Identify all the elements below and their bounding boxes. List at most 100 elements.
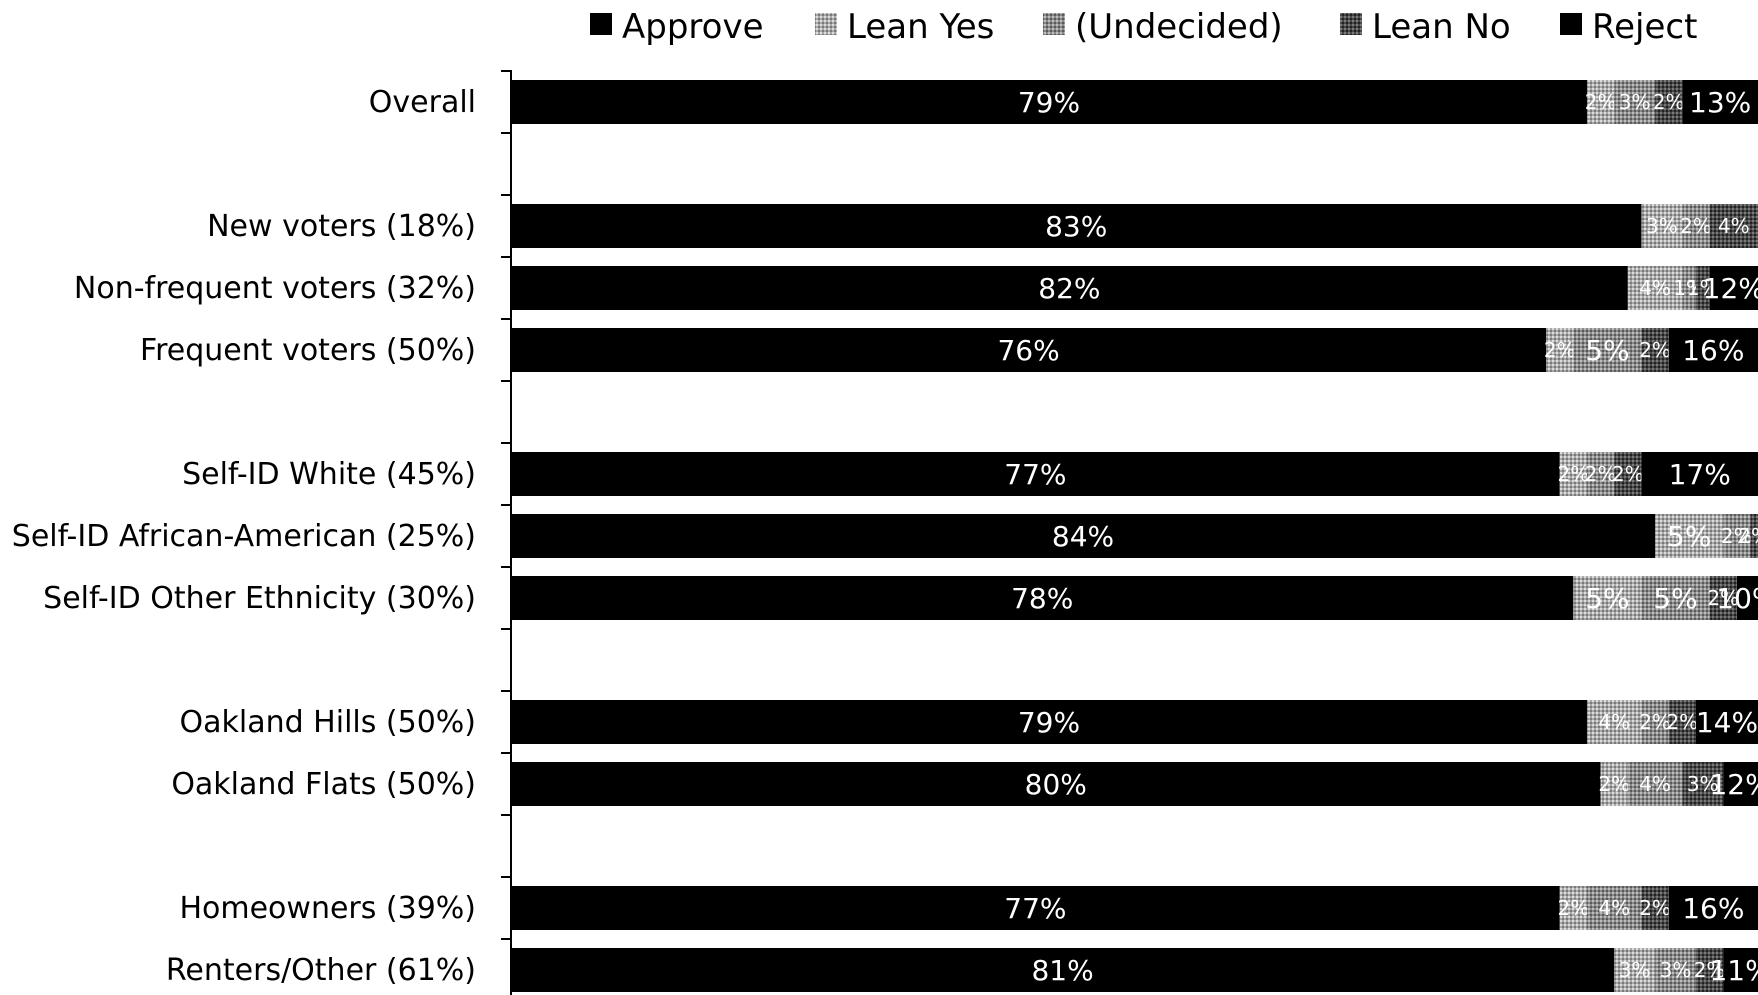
data-label-frequent-voters-50-lean-no: 2%: [1639, 338, 1671, 362]
category-label-homeowners-39: Homeowners (39%): [179, 891, 476, 926]
bar-new-voters-18-lean-yes: [1641, 204, 1683, 248]
bars: 79%2%3%2%13%83%3%2%4%82%4%1%1%12%76%2%5%…: [511, 80, 1758, 992]
bar-self-id-white-45-lean-yes: [1559, 452, 1587, 496]
data-label-oakland-hills-50-lean-no: 2%: [1666, 710, 1698, 734]
data-label-oakland-hills-50-lean-yes: 4%: [1598, 710, 1630, 734]
bar-frequent-voters-50-lean-yes: [1546, 328, 1574, 372]
bar-oakland-hills-50-reject: [1695, 700, 1758, 744]
category-label-oakland-hills-50: Oakland Hills (50%): [180, 705, 477, 740]
bar-renters-other-61-undecided: [1655, 948, 1696, 992]
data-label-renters-other-61-lean-no: 2%: [1694, 958, 1726, 982]
category-label-renters-other-61: Renters/Other (61%): [166, 953, 476, 988]
bar-self-id-african-american-25-lean-yes: [1655, 514, 1724, 558]
data-label-overall-undecided: 3%: [1619, 90, 1651, 114]
bar-self-id-other-ethnicity-30-lean-yes: [1573, 576, 1642, 620]
data-label-overall-lean-no: 2%: [1653, 90, 1685, 114]
category-label-self-id-other-ethnicity-30: Self-ID Other Ethnicity (30%): [43, 581, 476, 616]
legend-label-lean-no: Lean No: [1372, 7, 1511, 47]
data-label-oakland-hills-50-undecided: 2%: [1639, 710, 1671, 734]
bar-renters-other-61-reject: [1723, 948, 1758, 992]
legend-swatch-lean-no: [1340, 13, 1362, 35]
data-label-homeowners-39-lean-no: 2%: [1639, 896, 1671, 920]
data-label-renters-other-61-reject: 11%: [1709, 954, 1758, 987]
data-label-frequent-voters-50-lean-yes: 2%: [1544, 338, 1576, 362]
data-label-self-id-african-american-25-approve: 84%: [1052, 520, 1114, 553]
bar-homeowners-39-lean-yes: [1559, 886, 1587, 930]
bar-self-id-african-american-25-undecided: [1723, 514, 1751, 558]
bar-new-voters-18-approve: [511, 204, 1642, 248]
data-label-frequent-voters-50-undecided: 5%: [1585, 334, 1629, 367]
bar-non-frequent-voters-32-reject: [1709, 266, 1758, 310]
bar-self-id-white-45-undecided: [1586, 452, 1615, 496]
data-label-self-id-white-45-reject: 17%: [1669, 458, 1731, 491]
bar-frequent-voters-50-reject: [1668, 328, 1758, 372]
bar-overall-lean-no: [1655, 80, 1683, 124]
data-label-new-voters-18-lean-yes: 3%: [1646, 214, 1678, 238]
data-label-self-id-other-ethnicity-30-lean-yes: 5%: [1585, 582, 1629, 615]
data-label-new-voters-18-undecided: 2%: [1680, 214, 1712, 238]
data-label-self-id-african-american-25-lean-no: 2%: [1738, 524, 1758, 548]
bar-renters-other-61-approve: [511, 948, 1615, 992]
data-label-self-id-white-45-approve: 77%: [1004, 458, 1066, 491]
data-label-oakland-flats-50-undecided: 4%: [1639, 772, 1671, 796]
bar-non-frequent-voters-32-undecided: [1682, 266, 1696, 310]
bar-oakland-hills-50-approve: [511, 700, 1587, 744]
bar-frequent-voters-50-approve: [511, 328, 1547, 372]
category-label-self-id-white-45: Self-ID White (45%): [182, 457, 476, 492]
bar-self-id-white-45-lean-no: [1614, 452, 1642, 496]
bar-overall-lean-yes: [1586, 80, 1615, 124]
data-label-homeowners-39-lean-yes: 2%: [1557, 896, 1589, 920]
data-label-homeowners-39-undecided: 4%: [1598, 896, 1630, 920]
data-label-non-frequent-voters-32-lean-yes: 4%: [1639, 276, 1671, 300]
data-label-renters-other-61-approve: 81%: [1031, 954, 1093, 987]
bar-self-id-other-ethnicity-30-approve: [511, 576, 1574, 620]
legend: Approve Lean Yes (Undecided) Lean No Reject: [590, 7, 1697, 47]
bar-oakland-flats-50-lean-no: [1682, 762, 1724, 806]
bar-non-frequent-voters-32-lean-no: [1695, 266, 1710, 310]
bar-self-id-other-ethnicity-30-reject: [1736, 576, 1758, 620]
bar-new-voters-18-undecided: [1682, 204, 1710, 248]
data-label-self-id-african-american-25-undecided: 2%: [1721, 524, 1753, 548]
category-label-frequent-voters-50: Frequent voters (50%): [140, 333, 476, 368]
data-label-self-id-other-ethnicity-30-undecided: 5%: [1653, 582, 1697, 615]
bar-self-id-african-american-25-approve: [511, 514, 1656, 558]
bar-overall-undecided: [1614, 80, 1656, 124]
data-label-oakland-flats-50-lean-no: 3%: [1687, 772, 1719, 796]
bar-self-id-white-45-approve: [511, 452, 1560, 496]
legend-label-lean-yes: Lean Yes: [847, 7, 994, 47]
data-label-renters-other-61-undecided: 3%: [1660, 958, 1692, 982]
bar-new-voters-18-lean-no: [1709, 204, 1758, 248]
data-label-non-frequent-voters-32-approve: 82%: [1038, 272, 1100, 305]
bar-oakland-flats-50-reject: [1723, 762, 1758, 806]
bar-overall-approve: [511, 80, 1587, 124]
legend-label-approve: Approve: [622, 7, 764, 47]
data-label-self-id-other-ethnicity-30-reject: 10%: [1716, 582, 1758, 615]
data-label-oakland-flats-50-lean-yes: 2%: [1598, 772, 1630, 796]
legend-label-reject: Reject: [1592, 7, 1697, 47]
bar-renters-other-61-lean-yes: [1614, 948, 1656, 992]
legend-swatch-reject: [1560, 13, 1582, 35]
legend-swatch-lean-yes: [815, 13, 837, 35]
data-label-homeowners-39-approve: 77%: [1004, 892, 1066, 925]
data-label-frequent-voters-50-approve: 76%: [997, 334, 1059, 367]
bar-homeowners-39-undecided: [1586, 886, 1642, 930]
category-label-new-voters-18: New voters (18%): [207, 209, 476, 244]
legend-swatch-approve: [590, 13, 612, 35]
data-label-overall-reject: 13%: [1689, 86, 1751, 119]
category-labels: Overall New voters (18%) Non-frequent vote…: [12, 85, 476, 988]
data-label-oakland-hills-50-reject: 14%: [1696, 706, 1758, 739]
category-label-self-id-african-american-25: Self-ID African-American (25%): [12, 519, 476, 554]
bar-non-frequent-voters-32-approve: [511, 266, 1628, 310]
legend-swatch-undecided: [1043, 13, 1065, 35]
bar-oakland-flats-50-approve: [511, 762, 1601, 806]
bar-oakland-flats-50-lean-yes: [1600, 762, 1628, 806]
bar-oakland-hills-50-lean-no: [1668, 700, 1696, 744]
data-label-renters-other-61-lean-yes: 3%: [1619, 958, 1651, 982]
category-label-oakland-flats-50: Oakland Flats (50%): [171, 767, 476, 802]
bar-frequent-voters-50-lean-no: [1641, 328, 1669, 372]
category-label-overall: Overall: [369, 85, 476, 120]
bar-homeowners-39-reject: [1668, 886, 1758, 930]
bar-homeowners-39-lean-no: [1641, 886, 1669, 930]
bar-renters-other-61-lean-no: [1695, 948, 1724, 992]
